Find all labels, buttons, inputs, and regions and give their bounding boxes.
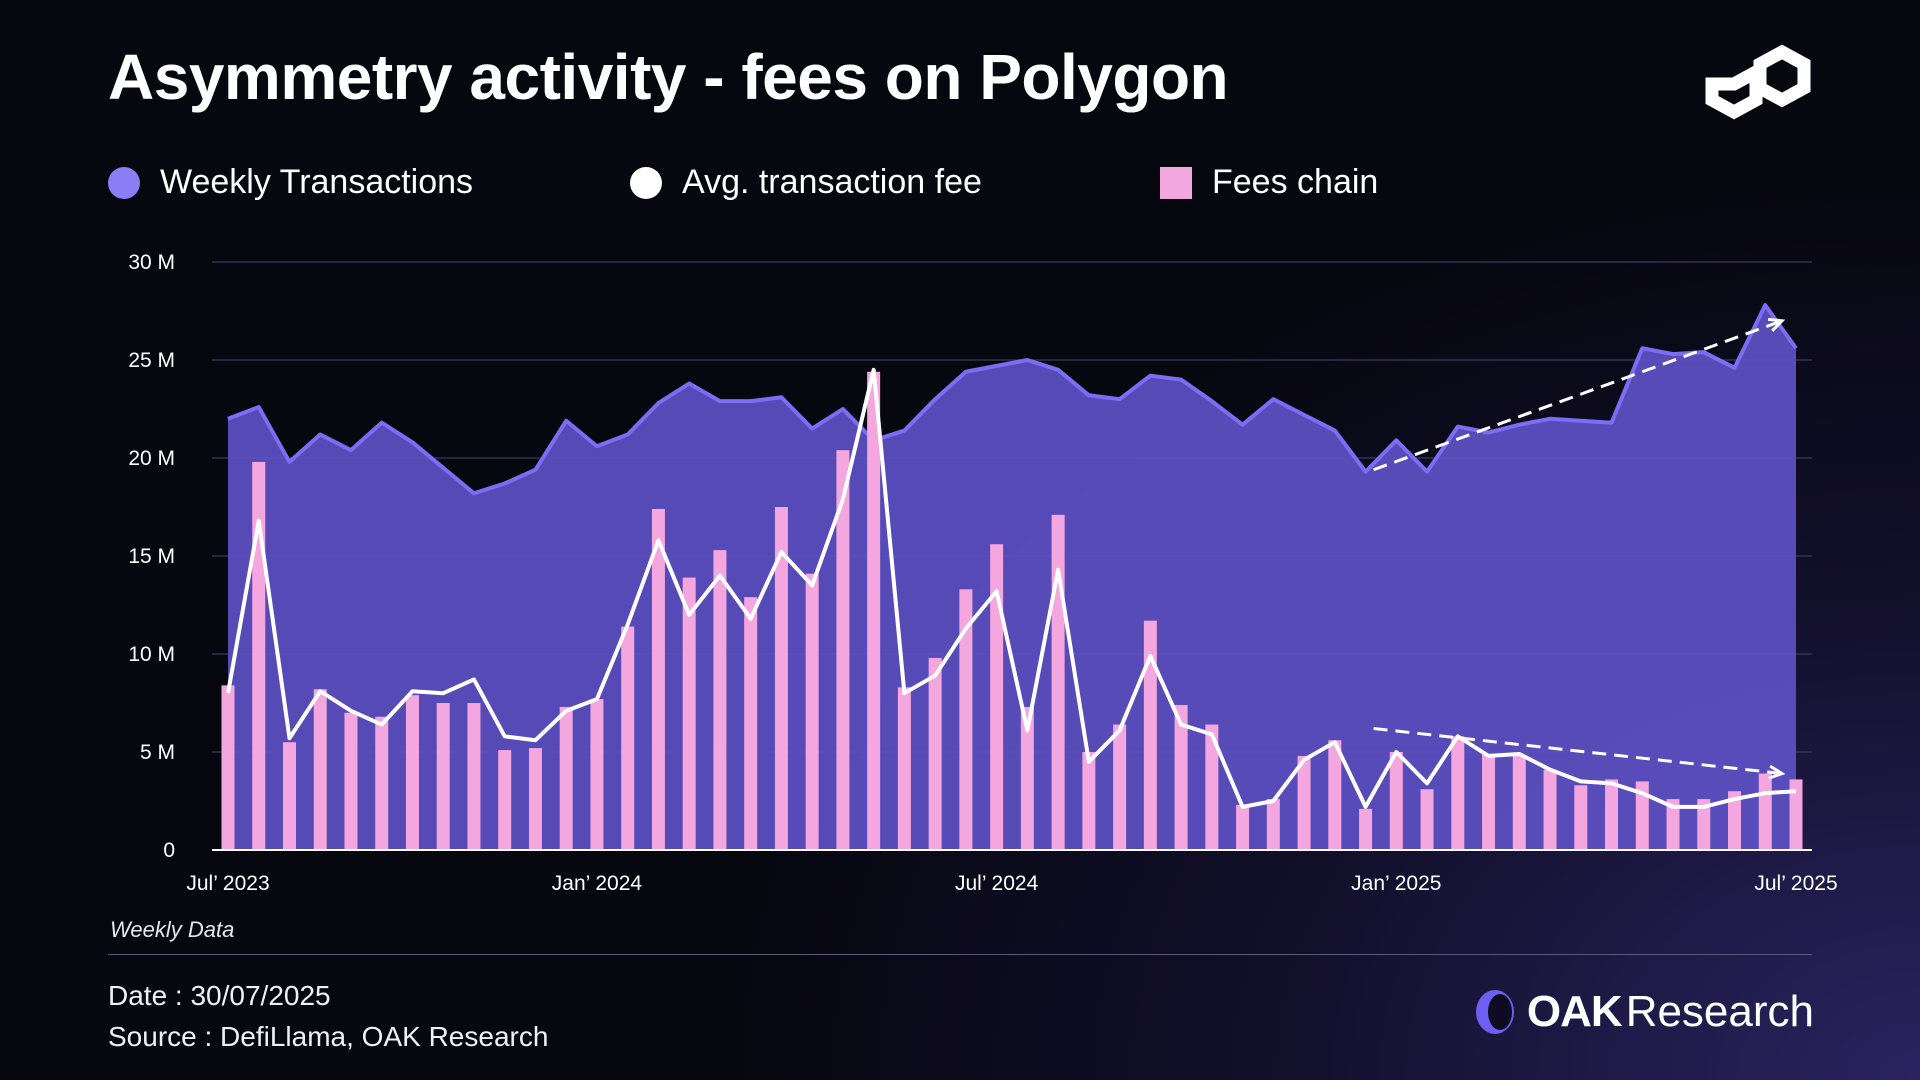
fees-chain-bar [1328, 740, 1342, 850]
x-tick-label: Jul’ 2025 [1754, 872, 1837, 895]
fees-chain-bar [1020, 706, 1034, 850]
fees-chain-bar [1697, 799, 1711, 850]
brand-name-light: Research [1625, 987, 1814, 1036]
y-tick-label: 0 [163, 839, 175, 862]
y-tick-label: 10 M [128, 643, 175, 666]
fees-chain-bar [467, 703, 481, 850]
oak-logo-icon [1475, 990, 1514, 1034]
legend-label-fees-chain: Fees chain [1212, 163, 1379, 201]
fees-chain-bar [1359, 808, 1373, 850]
legend-label-avg-transaction-fee: Avg. transaction fee [682, 163, 982, 201]
date-text: Date : 30/07/2025 [108, 980, 331, 1011]
fees-chain-bar [590, 699, 604, 850]
source-text: Source : DefiLlama, OAK Research [108, 1021, 549, 1052]
fees-chain-bar [1236, 804, 1250, 850]
polygon-logo-icon [1705, 44, 1811, 120]
fees-chain-bar [959, 589, 973, 850]
fees-chain-bar [928, 657, 942, 850]
fees-chain-bar [1297, 755, 1311, 850]
legend-item-fees-chain: Fees chain [1160, 163, 1378, 202]
x-tick-label: Jan’ 2024 [552, 872, 643, 895]
legend-item-avg-transaction-fee: Avg. transaction fee [630, 163, 982, 202]
fees-chain-bar [1482, 753, 1496, 850]
y-tick-label: 25 M [128, 349, 175, 372]
fees-chain-bar [528, 748, 542, 850]
legend: Weekly Transactions Avg. transaction fee… [0, 163, 1920, 213]
fees-chain-bar [713, 550, 727, 850]
avg-transaction-fee-line [226, 367, 1797, 809]
brand-name-bold: OAK [1526, 987, 1623, 1036]
trend-arrow-line [1373, 726, 1783, 776]
fees-chain-bar [1543, 769, 1557, 850]
bar-layer [221, 371, 1803, 850]
legend-item-weekly-transactions: Weekly Transactions [108, 163, 473, 202]
fees-chain-bar [1389, 752, 1403, 850]
axis-layer: 0 5 M 10 M 15 M 20 M 25 M 30 M Jul’ 2023 Jan’ 20… [128, 251, 1837, 895]
y-tick-label: 20 M [128, 447, 175, 470]
fees-chain-bar [1082, 752, 1096, 850]
x-tick-label: Jul’ 2023 [186, 872, 269, 895]
weekly-transactions-line [227, 303, 1798, 496]
fees-chain-bar [1605, 779, 1619, 850]
fees-chain-bar [990, 544, 1004, 850]
fees-chain-bar [651, 508, 665, 850]
fees-chain-bar [1758, 773, 1772, 850]
fees-chain-bar [867, 371, 881, 850]
weekly-transactions-area [228, 305, 1796, 850]
chart-title: Asymmetry activity - fees on Polygon [108, 41, 1229, 113]
fees-chain-bar [805, 573, 819, 850]
y-tick-label: 30 M [128, 251, 175, 274]
legend-marker-weekly-transactions [108, 166, 140, 199]
fees-chain-bar [897, 687, 911, 850]
fees-chain-bar [405, 695, 419, 850]
footer-divider [108, 954, 1812, 955]
chart-plot: 0 5 M 10 M 15 M 20 M 25 M 30 M Jul’ 2023 Jan’ 20… [128, 251, 1837, 895]
fees-chain-bar [1051, 514, 1065, 850]
area-layer [227, 303, 1798, 850]
line-layer [226, 367, 1797, 809]
annotation-layer [1373, 317, 1786, 780]
fees-chain-bar [252, 461, 266, 850]
fees-chain-bar [621, 626, 635, 850]
fees-chain-bar [774, 507, 788, 850]
weekly-data-note: Weekly Data [110, 917, 235, 942]
fees-chain-bar [375, 716, 389, 850]
y-tick-label: 15 M [128, 545, 175, 568]
trend-arrow-head-icon [1768, 764, 1786, 780]
fees-chain-bar [1205, 724, 1219, 850]
fees-chain-bar [1512, 755, 1526, 850]
fees-chain-bar [682, 577, 696, 850]
legend-label-weekly-transactions: Weekly Transactions [160, 163, 474, 201]
fees-chain-bar [1143, 620, 1157, 850]
fees-chain-bar [1728, 791, 1742, 850]
fees-chain-bar [282, 742, 296, 850]
legend-marker-avg-transaction-fee [630, 166, 662, 199]
fees-chain-bar [559, 706, 573, 850]
legend-marker-fees-chain [1160, 166, 1192, 199]
fees-chain-bar [344, 712, 358, 850]
fees-chain-bar [1789, 779, 1803, 850]
fees-chain-bar [1420, 789, 1434, 850]
fees-chain-bar [1666, 799, 1680, 850]
fees-chain-bar [313, 689, 327, 850]
fees-chain-bar [1574, 785, 1588, 850]
fees-chain-bar [1451, 736, 1465, 850]
trend-arrow-line [1373, 319, 1783, 472]
fees-chain-bar [836, 450, 850, 850]
fees-chain-bar [221, 685, 235, 850]
fees-chain-bar [1266, 799, 1280, 850]
oak-research-logo: OAK Research [1473, 987, 1814, 1037]
x-tick-label: Jul’ 2024 [955, 872, 1039, 895]
x-tick-label: Jan’ 2025 [1351, 872, 1441, 895]
fees-chain-bar [498, 750, 512, 850]
fees-chain-bar [744, 597, 758, 850]
y-tick-label: 5 M [140, 741, 175, 764]
fees-chain-bar [1174, 704, 1188, 850]
trend-arrow-head-icon [1767, 317, 1786, 332]
fees-chain-bar [1113, 724, 1127, 850]
fees-chain-bar [1635, 781, 1649, 850]
fees-chain-bar [436, 703, 450, 850]
